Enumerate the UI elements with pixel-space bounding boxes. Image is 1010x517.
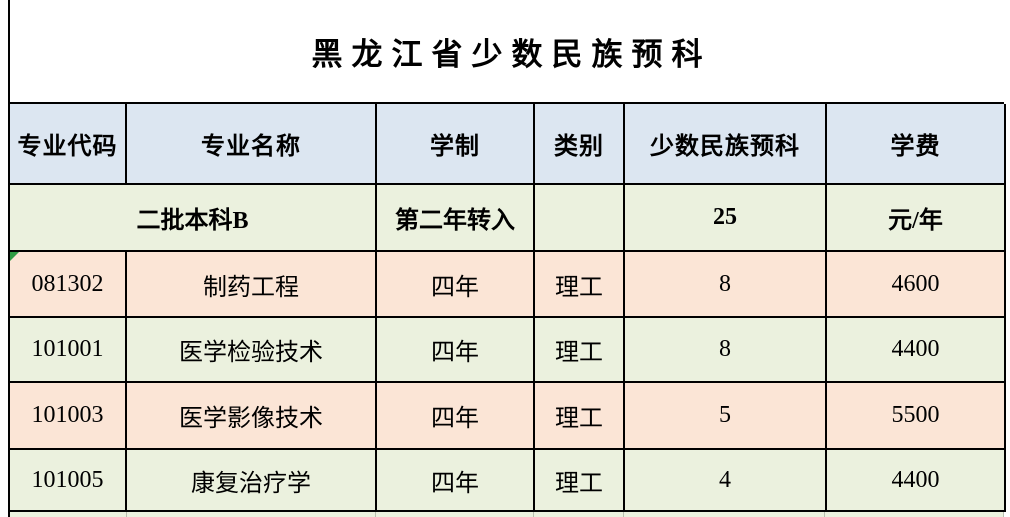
admission-table: 黑龙江省少数民族预科 专业代码 专业名称 学制 类别 少数民族预科 学费 二批本… [8,0,1006,517]
cell-category: 理工 [535,252,625,318]
cell-major-name: 医学检验技术 [127,318,377,383]
cell-quota: 4 [625,450,827,512]
batch-cell-category [535,185,625,252]
cell-quota: 5 [625,383,827,450]
header-cell-category: 类别 [535,104,625,185]
cell-code: 101003 [10,383,127,450]
cell-category: 理工 [535,450,625,512]
table-grid: 专业代码 专业名称 学制 类别 少数民族预科 学费 二批本科B 第二年转入 25… [10,102,1006,512]
batch-cell-name: 二批本科B [10,185,377,252]
cell-quota: 8 [625,252,827,318]
code-value: 081302 [31,270,104,297]
cell-tuition: 4400 [827,450,1006,512]
header-cell-tuition: 学费 [827,104,1006,185]
cutoff-next-row [10,512,1004,517]
cell-category: 理工 [535,318,625,383]
cell-code: 101001 [10,318,127,383]
cell-tuition: 4400 [827,318,1006,383]
title-area: 黑龙江省少数民族预科 [10,0,1004,102]
cell-major-name: 医学影像技术 [127,383,377,450]
batch-cell-quota: 25 [625,185,827,252]
cell-major-name: 康复治疗学 [127,450,377,512]
header-cell-name: 专业名称 [127,104,377,185]
cell-duration: 四年 [377,383,535,450]
error-flag-icon [10,252,19,261]
cell-category: 理工 [535,383,625,450]
cell-tuition: 4600 [827,252,1006,318]
page-title: 黑龙江省少数民族预科 [311,36,712,72]
left-margin-strip [0,0,8,517]
cell-major-name: 制药工程 [127,252,377,318]
cell-code: 101005 [10,450,127,512]
cell-duration: 四年 [377,450,535,512]
cell-duration: 四年 [377,252,535,318]
header-cell-code: 专业代码 [10,104,127,185]
cell-tuition: 5500 [827,383,1006,450]
cell-duration: 四年 [377,318,535,383]
cell-quota: 8 [625,318,827,383]
header-cell-minority-prep: 少数民族预科 [625,104,827,185]
batch-cell-tuition-unit: 元/年 [827,185,1006,252]
cell-code: 081302 [10,252,127,318]
batch-cell-transfer: 第二年转入 [377,185,535,252]
header-cell-duration: 学制 [377,104,535,185]
